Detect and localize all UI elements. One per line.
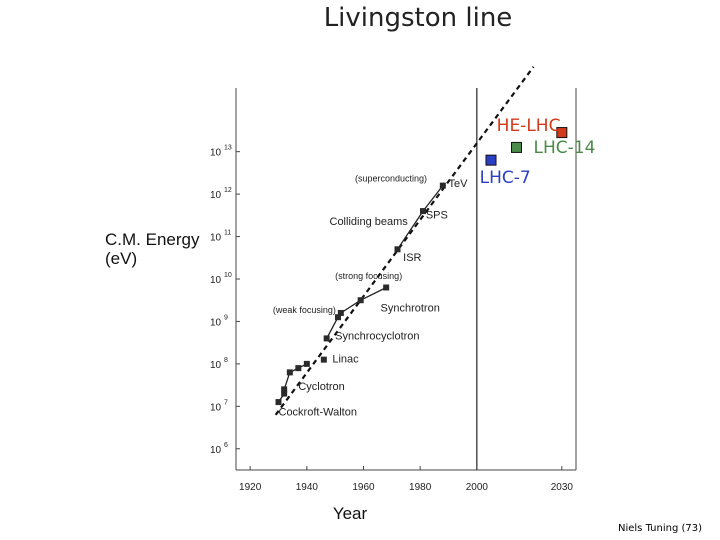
cyclotron-point [286,369,293,376]
livingston-extrapolation-line [274,66,535,416]
synchrotron-point [383,284,390,291]
y-tick-label: 10 [210,233,222,244]
isr-annotation: ISR [403,252,421,264]
x-tick-label: 2030 [551,482,574,493]
x-axis-label: Year [333,504,368,523]
colliding-beams-point [394,246,401,253]
y-tick-exponent: 6 [224,442,228,449]
superconducting-annotation: (superconducting) [355,173,427,183]
cockroft-walton-annotation: Cockroft-Walton [279,407,357,419]
linac-annotation: Linac [332,354,359,366]
y-tick-exponent: 7 [224,399,228,406]
synchrotron-point [357,297,364,304]
synchrotron-annotation: Synchrotron [381,302,440,314]
lhc-14-marker [511,141,522,153]
y-tick-label: 10 [210,402,222,413]
sps-annotation: SPS [426,210,448,222]
synchrocyclotron-point [323,335,330,342]
y-axis-label-line1: C.M. Energy [105,230,200,249]
colliding-beams-point [420,208,426,215]
cyclotron-point [281,386,288,393]
x-tick-label: 1980 [409,482,432,493]
slide-footer: Niels Tuning (73) [617,523,702,534]
lhc-7-marker [485,154,497,166]
cyclotron-line [283,363,308,390]
y-tick-label: 10 [210,317,222,328]
strong-focusing-annotation: (strong focusing) [335,271,402,281]
x-tick-label: 2000 [466,482,489,493]
y-tick-exponent: 10 [224,272,232,279]
cyclotron-point [303,360,310,367]
colliding-beams-annotation: Colliding beams [330,216,409,228]
he-lhc-label: HE-LHC [497,116,561,136]
tev-annotation: TeV [449,178,469,190]
y-axis-label-line2: (eV) [105,249,137,268]
y-tick-label: 10 [210,148,222,159]
colliding-beams-point [439,182,446,189]
y-tick-exponent: 8 [224,357,228,364]
synchrocyclotron-point [335,314,341,321]
he-lhc-marker [556,127,568,139]
x-tick-label: 1920 [239,482,262,493]
cockroft-walton-point [275,399,282,406]
x-tick-label: 1940 [296,482,319,493]
cockroft-walton-point [281,390,288,397]
y-tick-exponent: 11 [224,230,231,237]
synchrotron-point [337,309,344,316]
linac-point [320,356,327,363]
y-tick-label: 10 [210,275,222,286]
x-tick-label: 1960 [352,482,375,493]
synchrocyclotron-line [326,316,339,339]
y-tick-label: 10 [210,360,222,371]
cyclotron-point [295,365,302,372]
y-tick-exponent: 9 [224,314,228,321]
y-tick-exponent: 12 [224,187,232,194]
y-tick-label: 10 [210,190,222,201]
lhc-7-label: LHC-7 [480,168,531,188]
lhc-14-label: LHC-14 [534,138,596,158]
y-tick-exponent: 13 [224,145,232,152]
y-tick-label: 10 [210,445,222,456]
cyclotron-annotation: Cyclotron [298,381,344,393]
weak-focusing-annotation: (weak focusing) [273,305,336,315]
synchrocyclotron-annotation: Synchrocyclotron [335,330,419,342]
chart-title: Livingston line [324,3,513,33]
